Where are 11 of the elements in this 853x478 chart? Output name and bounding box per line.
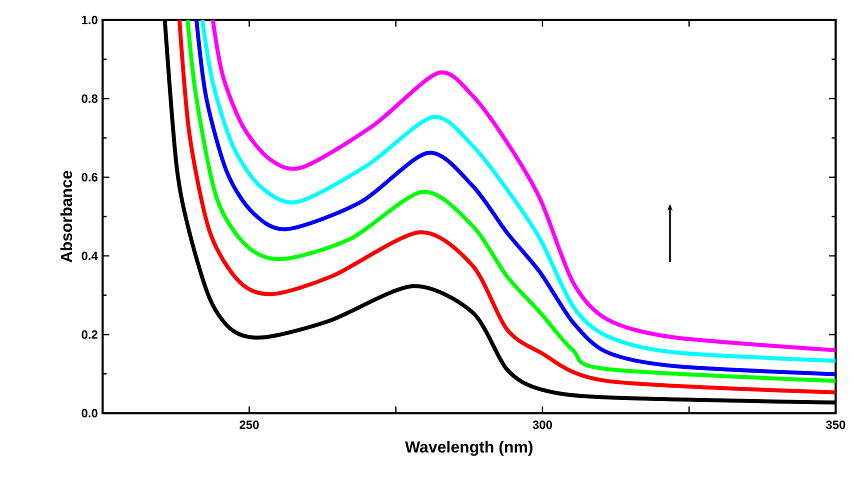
y-axis-title: Absorbance [60,170,72,262]
x-axis-title: Wavelength (nm) [405,440,532,456]
y-tick-label: 0.8 [82,94,98,103]
y-tick-label: 1.0 [82,16,98,24]
y-tick-label: 0.0 [82,408,98,418]
x-tick-label: 350 [826,420,846,429]
y-tick-label: 0.2 [82,330,98,339]
y-tick-label: 0.6 [82,172,98,182]
x-tick-label: 300 [532,420,552,429]
x-tick-label: 250 [240,420,259,429]
y-tick-label: 0.4 [82,251,98,260]
